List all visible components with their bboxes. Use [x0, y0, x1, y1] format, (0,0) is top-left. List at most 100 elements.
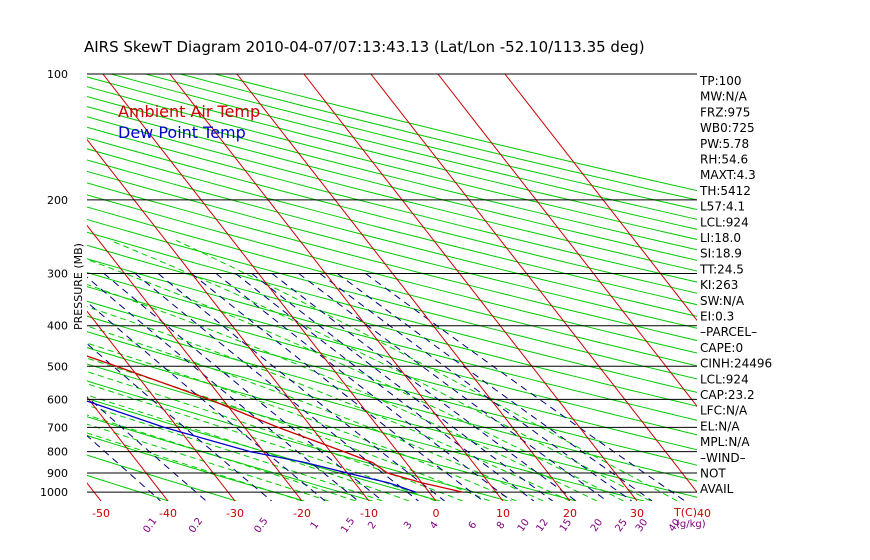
mixing-ratio-tick-label: 10: [516, 517, 532, 534]
index-label: L57:4.1: [700, 200, 745, 214]
mixing-ratio-line: [191, 273, 484, 501]
pressure-tick-label: 200: [47, 194, 68, 207]
profile-series: [87, 355, 463, 493]
bottom-temp-tick-label: 30: [630, 507, 644, 520]
plot-area: [0, 73, 697, 501]
mixing-ratio-tick-label: 12: [534, 517, 550, 534]
mixing-ratio-line: [87, 276, 359, 501]
isotherm-line: [504, 74, 697, 322]
index-label: NOT: [700, 467, 726, 481]
dry-adiabat-line: [87, 258, 697, 421]
index-label: SI:18.9: [700, 247, 742, 261]
x-axis-label: T(C): [673, 506, 697, 519]
moist-adiabat-line: [109, 239, 651, 501]
moist-adiabat-line: [87, 432, 303, 501]
dry-adiabat-line: [87, 380, 509, 501]
mixing-ratio-line: [365, 273, 686, 501]
mixing-ratio-tick-label: 25: [613, 517, 629, 534]
dry-adiabat-line: [87, 347, 645, 501]
mixing-ratio-tick-label: 0.1: [141, 516, 159, 535]
bottom-temp-tick-label: -50: [92, 507, 110, 520]
mixing-ratio-line: [215, 273, 512, 501]
dry-adiabat-line: [87, 315, 697, 482]
dry-adiabat-line: [87, 95, 697, 251]
index-label: MAXT:4.3: [700, 168, 756, 182]
chart-title: AIRS SkewT Diagram 2010-04-07/07:13:43.1…: [84, 38, 645, 56]
index-label: SW:N/A: [700, 294, 745, 308]
pressure-tick-label: 1000: [40, 486, 68, 499]
mixing-ratio-tick-label: 8: [495, 520, 508, 532]
bottom-temp-tick-label: 10: [496, 507, 510, 520]
mixing-ratio-line: [298, 273, 608, 501]
pressure-tick-label: 900: [47, 467, 68, 480]
dry-adiabat-line: [87, 148, 697, 306]
dry-adiabat-line: [87, 416, 373, 501]
isobars: [87, 73, 697, 493]
mixing-ratio-tick-label: 20: [589, 517, 605, 534]
isotherm-line: [87, 224, 303, 501]
moist-adiabat-line: [87, 404, 383, 501]
dry-adiabat-line: [145, 74, 697, 211]
dry-adiabat-line: [87, 218, 697, 380]
pressure-tick-label: 800: [47, 446, 68, 459]
legend-dew-point-temp: Dew Point Temp: [118, 123, 246, 142]
pressure-ticks: 100 200 300 400 500 600 700 800 900 1000: [40, 68, 68, 499]
mixing-ratio-line: [235, 273, 535, 501]
mixing-ratio-line: [251, 273, 553, 501]
mixing-ratio-line: [87, 396, 207, 501]
index-label: CAPE:0: [700, 341, 743, 355]
dry-adiabat-line: [87, 231, 697, 393]
dry-adiabat-line: [87, 244, 697, 407]
dry-adiabat-line: [87, 159, 697, 317]
index-label: LCL:924: [700, 215, 749, 229]
dry-adiabat-line: [87, 182, 697, 342]
dry-adiabat-line: [87, 137, 697, 294]
isotherm-line: [370, 74, 697, 493]
index-label: –WIND–: [700, 451, 746, 465]
dry-adiabat-line: [87, 363, 577, 501]
moist-adiabat-line: [87, 383, 437, 501]
bottom-temperature-ticks: -50 -40 -30 -20 -10 0 10 20 30 40: [92, 507, 711, 520]
mixing-ratio-line: [87, 434, 161, 501]
index-label: MPL:N/A: [700, 435, 750, 449]
dry-adiabat-line: [87, 271, 697, 436]
isotherm-line: [102, 74, 437, 501]
bottom-temp-tick-label: 0: [433, 507, 440, 520]
bottom-temp-tick-label: -20: [293, 507, 311, 520]
isotherm-line: [236, 74, 571, 501]
isotherm-line: [437, 74, 697, 407]
moist-adiabat-line: [87, 342, 517, 501]
mixing-ratio-unit-label: (g/kg): [676, 519, 706, 530]
dry-adiabat-line: [87, 454, 237, 501]
pressure-tick-label: 100: [47, 68, 68, 81]
dry-adiabat-line: [87, 398, 441, 501]
isotherm-line: [0, 74, 34, 501]
index-label: MW:N/A: [700, 90, 748, 104]
mixing-ratio-tick-label: 1: [309, 520, 322, 532]
mixing-ratio-line: [103, 273, 384, 501]
mixing-ratio-tick-label: 4: [428, 520, 441, 532]
bottom-temp-tick-label: -40: [159, 507, 177, 520]
index-label: PW:5.78: [700, 137, 749, 151]
index-label: KI:263: [700, 278, 738, 292]
dry-adiabat-line: [87, 300, 697, 466]
index-label: TT:24.5: [699, 262, 744, 276]
mixing-ratio-line: [134, 273, 419, 501]
dry-adiabat-line: [87, 170, 697, 329]
index-label: –PARCEL–: [700, 325, 757, 339]
dry-adiabats: [87, 74, 697, 501]
dry-adiabat-line: [87, 194, 697, 354]
mixing-ratio-tick-label: 3: [402, 520, 415, 532]
index-label: WB0:725: [700, 121, 755, 135]
pressure-tick-label: 300: [47, 268, 68, 281]
dew-point-temp-line: [87, 400, 416, 493]
mixing-ratio-line: [157, 273, 445, 501]
mixing-ratio-tick-label: 2: [366, 520, 379, 532]
dry-adiabat-line: [87, 331, 697, 498]
index-label: AVAIL: [700, 482, 734, 496]
pressure-tick-label: 500: [47, 360, 68, 373]
mixing-ratio-line: [87, 301, 326, 501]
isotherm-line: [87, 396, 169, 501]
